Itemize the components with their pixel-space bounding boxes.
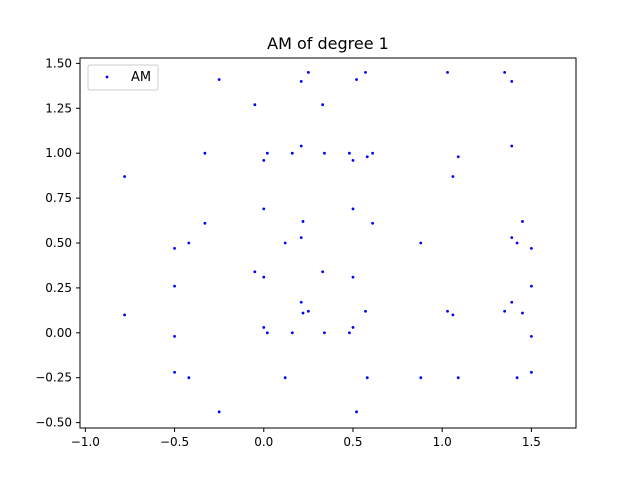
data-point [515,241,519,245]
data-point [283,376,287,380]
data-point [351,326,355,329]
data-point [529,246,533,250]
data-point [323,151,326,155]
data-point [446,309,449,313]
data-point [253,103,257,107]
x-tick-label: −0.5 [160,435,189,449]
data-point [515,376,519,380]
data-point [419,376,423,380]
data-point [529,284,533,288]
data-point [355,78,358,81]
data-point [187,241,191,245]
data-point [173,284,176,288]
data-point [451,175,455,178]
x-tick-label: 0.0 [254,435,273,449]
y-tick-label: −0.50 [35,416,72,430]
data-point [419,241,423,245]
data-point [203,151,207,155]
data-point [365,155,369,159]
data-point [301,311,305,315]
data-point [364,309,367,313]
data-point [123,313,127,317]
data-point [262,158,266,162]
data-point [262,275,266,279]
x-tick-label: 1.5 [522,435,541,449]
x-tick-label: −1.0 [71,435,100,449]
y-tick-label: 1.00 [45,146,72,160]
data-point [521,311,524,315]
data-point [371,221,375,225]
data-point [348,331,351,335]
data-point [265,331,269,335]
data-point [203,221,207,225]
x-axis: −1.0 −0.5 0.0 0.5 1.0 1.5 [71,428,541,449]
data-point [173,334,176,338]
y-tick-label: 1.50 [45,56,72,70]
data-point [351,275,355,279]
data-point [123,175,127,178]
data-point [299,236,303,240]
plot-area [79,57,577,429]
data-point [351,207,355,211]
data-point [187,376,191,380]
data-point [510,236,514,240]
data-point [510,144,514,148]
data-point [503,309,507,313]
y-tick-label: 0.00 [45,326,72,340]
y-tick-label: −0.25 [35,371,72,385]
y-tick-label: 0.75 [45,191,72,205]
data-point [529,370,533,374]
data-point [306,70,310,74]
data-point [510,300,514,304]
data-point [365,376,369,380]
data-point [173,370,176,374]
data-point [283,241,287,245]
data-point [503,70,507,74]
data-point [521,220,524,223]
legend: AM [87,64,159,91]
data-point [290,151,294,155]
data-point [456,155,460,159]
data-point [510,79,514,83]
data-point [371,151,375,155]
x-tick-label: 1.0 [433,435,452,449]
legend-label-am: AM [131,70,151,85]
data-point [301,220,305,223]
data-point [323,331,326,335]
y-tick-label: 0.25 [45,281,72,295]
legend-marker [105,75,109,79]
data-point [290,331,294,335]
data-point [299,144,303,148]
data-point [306,309,310,313]
series-am [123,70,533,414]
y-tick-label: 1.25 [45,101,72,115]
data-point [456,376,460,380]
data-point [321,103,325,107]
data-point [529,334,533,338]
y-tick-label: 0.50 [45,236,72,250]
chart-title: AM of degree 1 [267,34,389,53]
data-point [299,79,303,83]
data-point [217,410,221,414]
data-point [321,270,325,274]
data-point [253,270,257,274]
data-point [262,207,266,211]
data-point [299,300,303,304]
data-point [355,410,358,414]
y-axis: −0.50 −0.25 0.00 0.25 0.50 0.75 1.00 1.25 1.50 [35,56,80,430]
legend-box [87,64,159,91]
x-tick-label: 0.5 [343,435,362,449]
data-point [364,70,367,74]
data-point [351,158,355,162]
data-point [217,78,221,81]
data-point [451,313,455,317]
data-point [265,151,269,155]
data-point [446,70,449,74]
data-point [262,326,266,329]
data-point [348,151,351,155]
data-point [173,246,176,250]
